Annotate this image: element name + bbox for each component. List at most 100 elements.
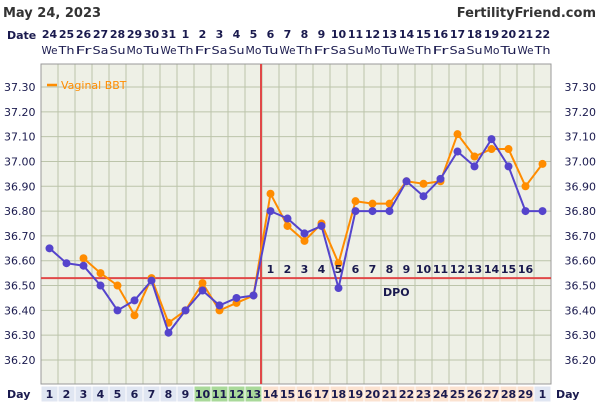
data-point-vaginal-bbt (368, 199, 377, 208)
date-label: 16 (433, 28, 449, 41)
y-tick-label-left: 36.80 (4, 205, 36, 218)
cycle-day-label: 5 (114, 388, 122, 401)
y-tick-label-right: 36.20 (565, 354, 597, 367)
y-tick-label-right: 37.30 (565, 81, 597, 94)
site-name[interactable]: FertilityFriend.com (457, 6, 596, 21)
weekday-label: Su (348, 44, 364, 57)
y-tick-label-right: 36.50 (565, 280, 597, 293)
dpo-number: 2 (284, 263, 292, 276)
data-point-vaginal-bbt (419, 179, 428, 188)
dpo-number: 3 (301, 263, 309, 276)
dpo-number: 15 (501, 263, 516, 276)
legend-label-vaginal-bbt: Vaginal BBT (61, 79, 127, 92)
data-point-temperature (351, 207, 360, 216)
data-point-temperature (113, 306, 122, 315)
dpo-number: 13 (467, 263, 482, 276)
y-tick-label-left: 36.30 (4, 329, 36, 342)
weekday-label: Th (533, 44, 550, 57)
cycle-day-label: 1 (539, 388, 547, 401)
date-label: 14 (399, 28, 415, 41)
data-point-temperature (385, 207, 394, 216)
data-point-vaginal-bbt (96, 269, 105, 278)
cycle-day-label: 13 (246, 388, 261, 401)
reference-lines-layer (41, 64, 551, 384)
y-tick-label-left: 36.70 (4, 230, 36, 243)
data-point-temperature (334, 284, 343, 293)
cycle-day-label: 1 (46, 388, 54, 401)
weekday-label: Tu (142, 44, 159, 57)
data-point-temperature (164, 328, 173, 337)
y-tick-label-right: 36.40 (565, 304, 597, 317)
data-point-vaginal-bbt (266, 189, 275, 198)
data-point-vaginal-bbt (538, 159, 547, 168)
date-label: 2 (199, 28, 207, 41)
day-row-label-right: Day (556, 388, 579, 401)
weekday-label: Sa (331, 44, 347, 57)
date-label: 24 (42, 28, 58, 41)
date-label: 4 (233, 28, 241, 41)
date-label: 13 (382, 28, 397, 41)
data-point-vaginal-bbt (453, 130, 462, 139)
date-label: 3 (216, 28, 224, 41)
y-tick-label-left: 36.40 (4, 304, 36, 317)
weekday-label: Fr (195, 44, 212, 57)
series-layer (45, 130, 547, 337)
weekday-label: Tu (380, 44, 397, 57)
weekday-label: Tu (261, 44, 278, 57)
legend: Vaginal BBT (47, 79, 127, 92)
y-tick-label-left: 37.00 (4, 155, 36, 168)
chart-date: May 24, 2023 (3, 6, 101, 21)
grid-layer (40, 63, 552, 385)
weekday-label: Mo (365, 44, 381, 57)
cycle-day-label: 6 (131, 388, 139, 401)
date-label: 11 (348, 28, 363, 41)
y-tick-label-right: 36.60 (565, 255, 597, 268)
dpo-number: 7 (369, 263, 377, 276)
date-label: 5 (250, 28, 258, 41)
date-label: 31 (161, 28, 176, 41)
data-point-temperature (402, 177, 411, 186)
date-label: 26 (76, 28, 92, 41)
cycle-day-label: 10 (195, 388, 211, 401)
cycle-day-label: 20 (365, 388, 381, 401)
cycle-day-label: 4 (97, 388, 105, 401)
weekday-label: We (42, 44, 58, 57)
date-label: 20 (501, 28, 517, 41)
plot-border (40, 63, 552, 385)
data-point-vaginal-bbt (334, 259, 343, 268)
date-label: 29 (127, 28, 142, 41)
y-tick-label-left: 36.20 (4, 354, 36, 367)
weekday-label: Fr (314, 44, 331, 57)
data-point-temperature (96, 281, 105, 290)
dpo-number: 14 (484, 263, 500, 276)
date-label: 17 (450, 28, 465, 41)
weekday-label: Fr (76, 44, 93, 57)
data-point-temperature (283, 214, 292, 223)
data-point-temperature (198, 286, 207, 295)
dpo-number: 4 (318, 263, 326, 276)
cycle-day-label: 2 (63, 388, 71, 401)
cycle-day-label: 19 (348, 388, 363, 401)
data-point-temperature (249, 291, 258, 300)
cycle-day-label: 21 (382, 388, 397, 401)
cycle-day-label: 16 (297, 388, 313, 401)
y-tick-label-right: 36.30 (565, 329, 597, 342)
date-label: 30 (144, 28, 160, 41)
date-label: 22 (535, 28, 550, 41)
data-point-temperature (538, 207, 547, 216)
weekday-label: Sa (212, 44, 228, 57)
y-tick-label-left: 36.90 (4, 180, 36, 193)
series-line-vaginal-bbt (82, 132, 544, 325)
weekday-label: We (399, 44, 415, 57)
date-label: 9 (318, 28, 326, 41)
weekday-label: Th (295, 44, 312, 57)
weekday-label: We (280, 44, 296, 57)
dpo-number: 1 (267, 263, 275, 276)
data-point-temperature (62, 259, 71, 268)
cycle-day-label: 22 (399, 388, 414, 401)
cycle-day-cell (533, 385, 552, 402)
weekday-label: Su (110, 44, 126, 57)
y-tick-label-left: 37.20 (4, 106, 36, 119)
y-tick-label-right: 36.70 (565, 230, 597, 243)
